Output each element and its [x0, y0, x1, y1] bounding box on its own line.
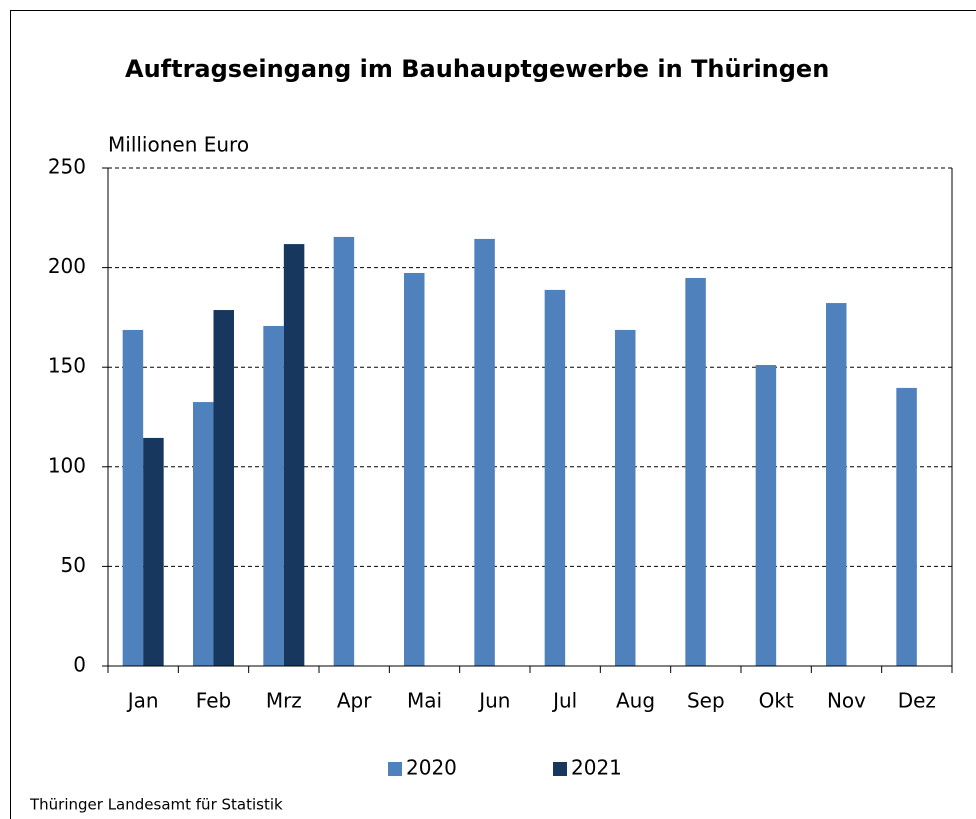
x-tick-label: Mai	[407, 689, 442, 713]
legend-swatch	[388, 762, 402, 776]
x-tick-label: Jan	[126, 689, 159, 713]
x-tick-label: Nov	[827, 689, 866, 713]
bar	[122, 329, 144, 666]
bar	[283, 244, 305, 666]
x-tick-label: Jun	[477, 689, 510, 713]
x-tick-label: Jul	[551, 689, 577, 713]
bar	[404, 272, 425, 666]
source: Thüringer Landesamt für Statistik	[29, 796, 283, 814]
y-tick-label: 200	[48, 254, 86, 278]
bar	[755, 365, 777, 666]
y-tick-label: 100	[48, 453, 86, 477]
x-tick-label: Aug	[616, 689, 655, 713]
bar	[333, 236, 355, 666]
legend-label: 2020	[406, 756, 457, 780]
legend-label: 2021	[571, 756, 622, 780]
bar	[143, 437, 164, 666]
bar	[474, 238, 495, 666]
bar	[193, 402, 214, 666]
y-tick-label: 0	[73, 653, 86, 677]
y-tick-label: 150	[48, 354, 86, 378]
bar	[615, 329, 636, 666]
bar	[213, 310, 234, 666]
frame	[10, 10, 976, 819]
y-tick-label: 50	[61, 553, 86, 577]
y-axis-label: Millionen Euro	[108, 133, 249, 157]
legend-swatch	[553, 762, 567, 776]
bar	[826, 303, 847, 666]
x-tick-label: Feb	[196, 689, 231, 713]
bar	[896, 387, 917, 666]
chart-title: Auftragseingang im Bauhauptgewerbe in Th…	[125, 55, 829, 83]
bar	[263, 325, 284, 666]
bar	[544, 289, 566, 666]
x-tick-label: Apr	[337, 689, 372, 713]
x-tick-label: Okt	[759, 689, 794, 713]
x-tick-label: Mrz	[266, 689, 302, 713]
y-tick-label: 250	[48, 155, 86, 179]
x-tick-label: Sep	[687, 689, 725, 713]
bar	[685, 277, 706, 666]
x-tick-label: Dez	[898, 689, 936, 713]
